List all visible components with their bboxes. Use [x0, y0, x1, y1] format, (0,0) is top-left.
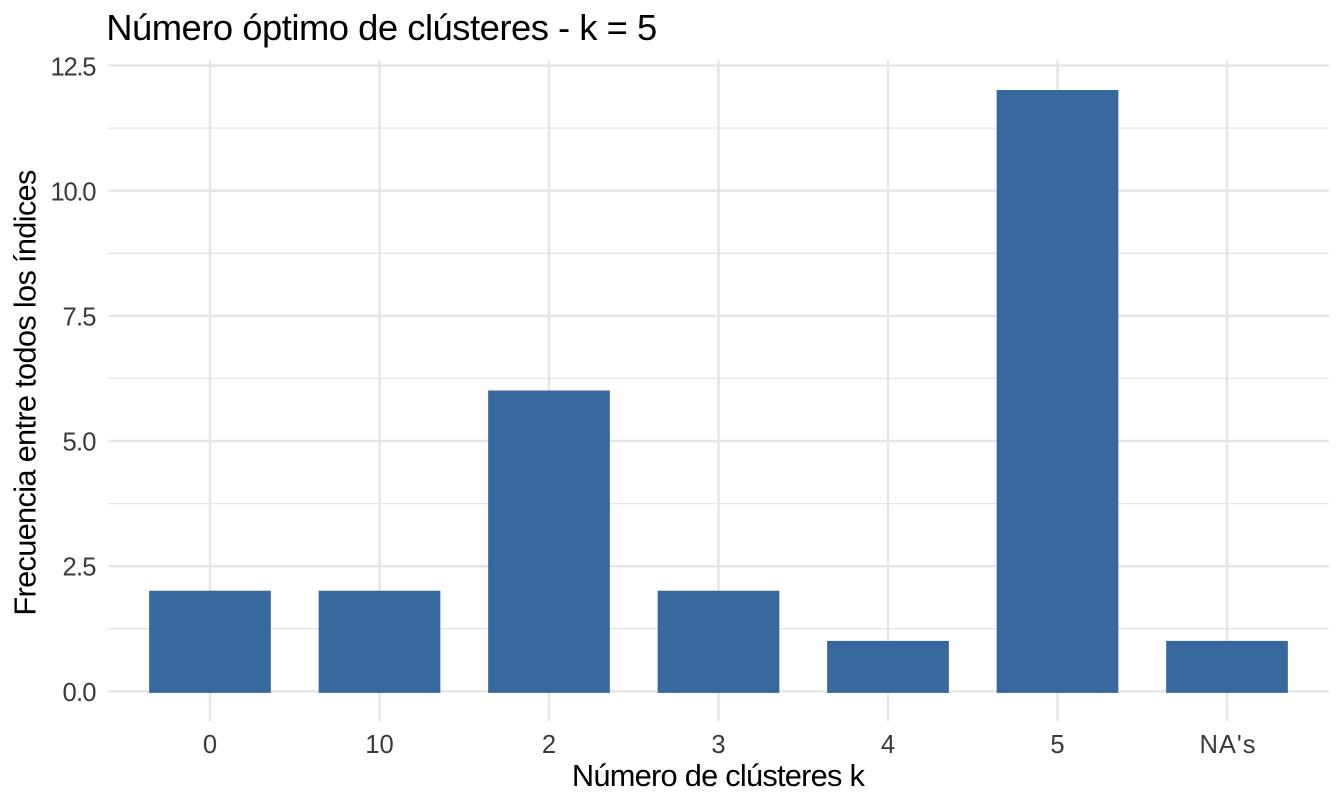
svg-text:5.0: 5.0: [63, 429, 97, 457]
svg-text:Número de clústeres k: Número de clústeres k: [572, 758, 866, 793]
svg-text:Frecuencia entre todos los índ: Frecuencia entre todos los índices: [8, 170, 43, 616]
svg-text:2.5: 2.5: [63, 554, 97, 582]
svg-text:Número óptimo de clústeres - k: Número óptimo de clústeres - k = 5: [106, 7, 657, 48]
svg-text:12.5: 12.5: [51, 53, 97, 81]
svg-text:7.5: 7.5: [63, 304, 97, 332]
svg-text:10: 10: [365, 731, 393, 759]
svg-text:0: 0: [203, 731, 217, 759]
svg-text:NA's: NA's: [1200, 731, 1256, 759]
svg-text:2: 2: [542, 731, 556, 759]
svg-text:3: 3: [711, 731, 725, 759]
svg-text:10.0: 10.0: [51, 178, 97, 206]
svg-text:0.0: 0.0: [63, 679, 97, 707]
svg-text:5: 5: [1050, 731, 1064, 759]
svg-text:4: 4: [881, 731, 895, 759]
